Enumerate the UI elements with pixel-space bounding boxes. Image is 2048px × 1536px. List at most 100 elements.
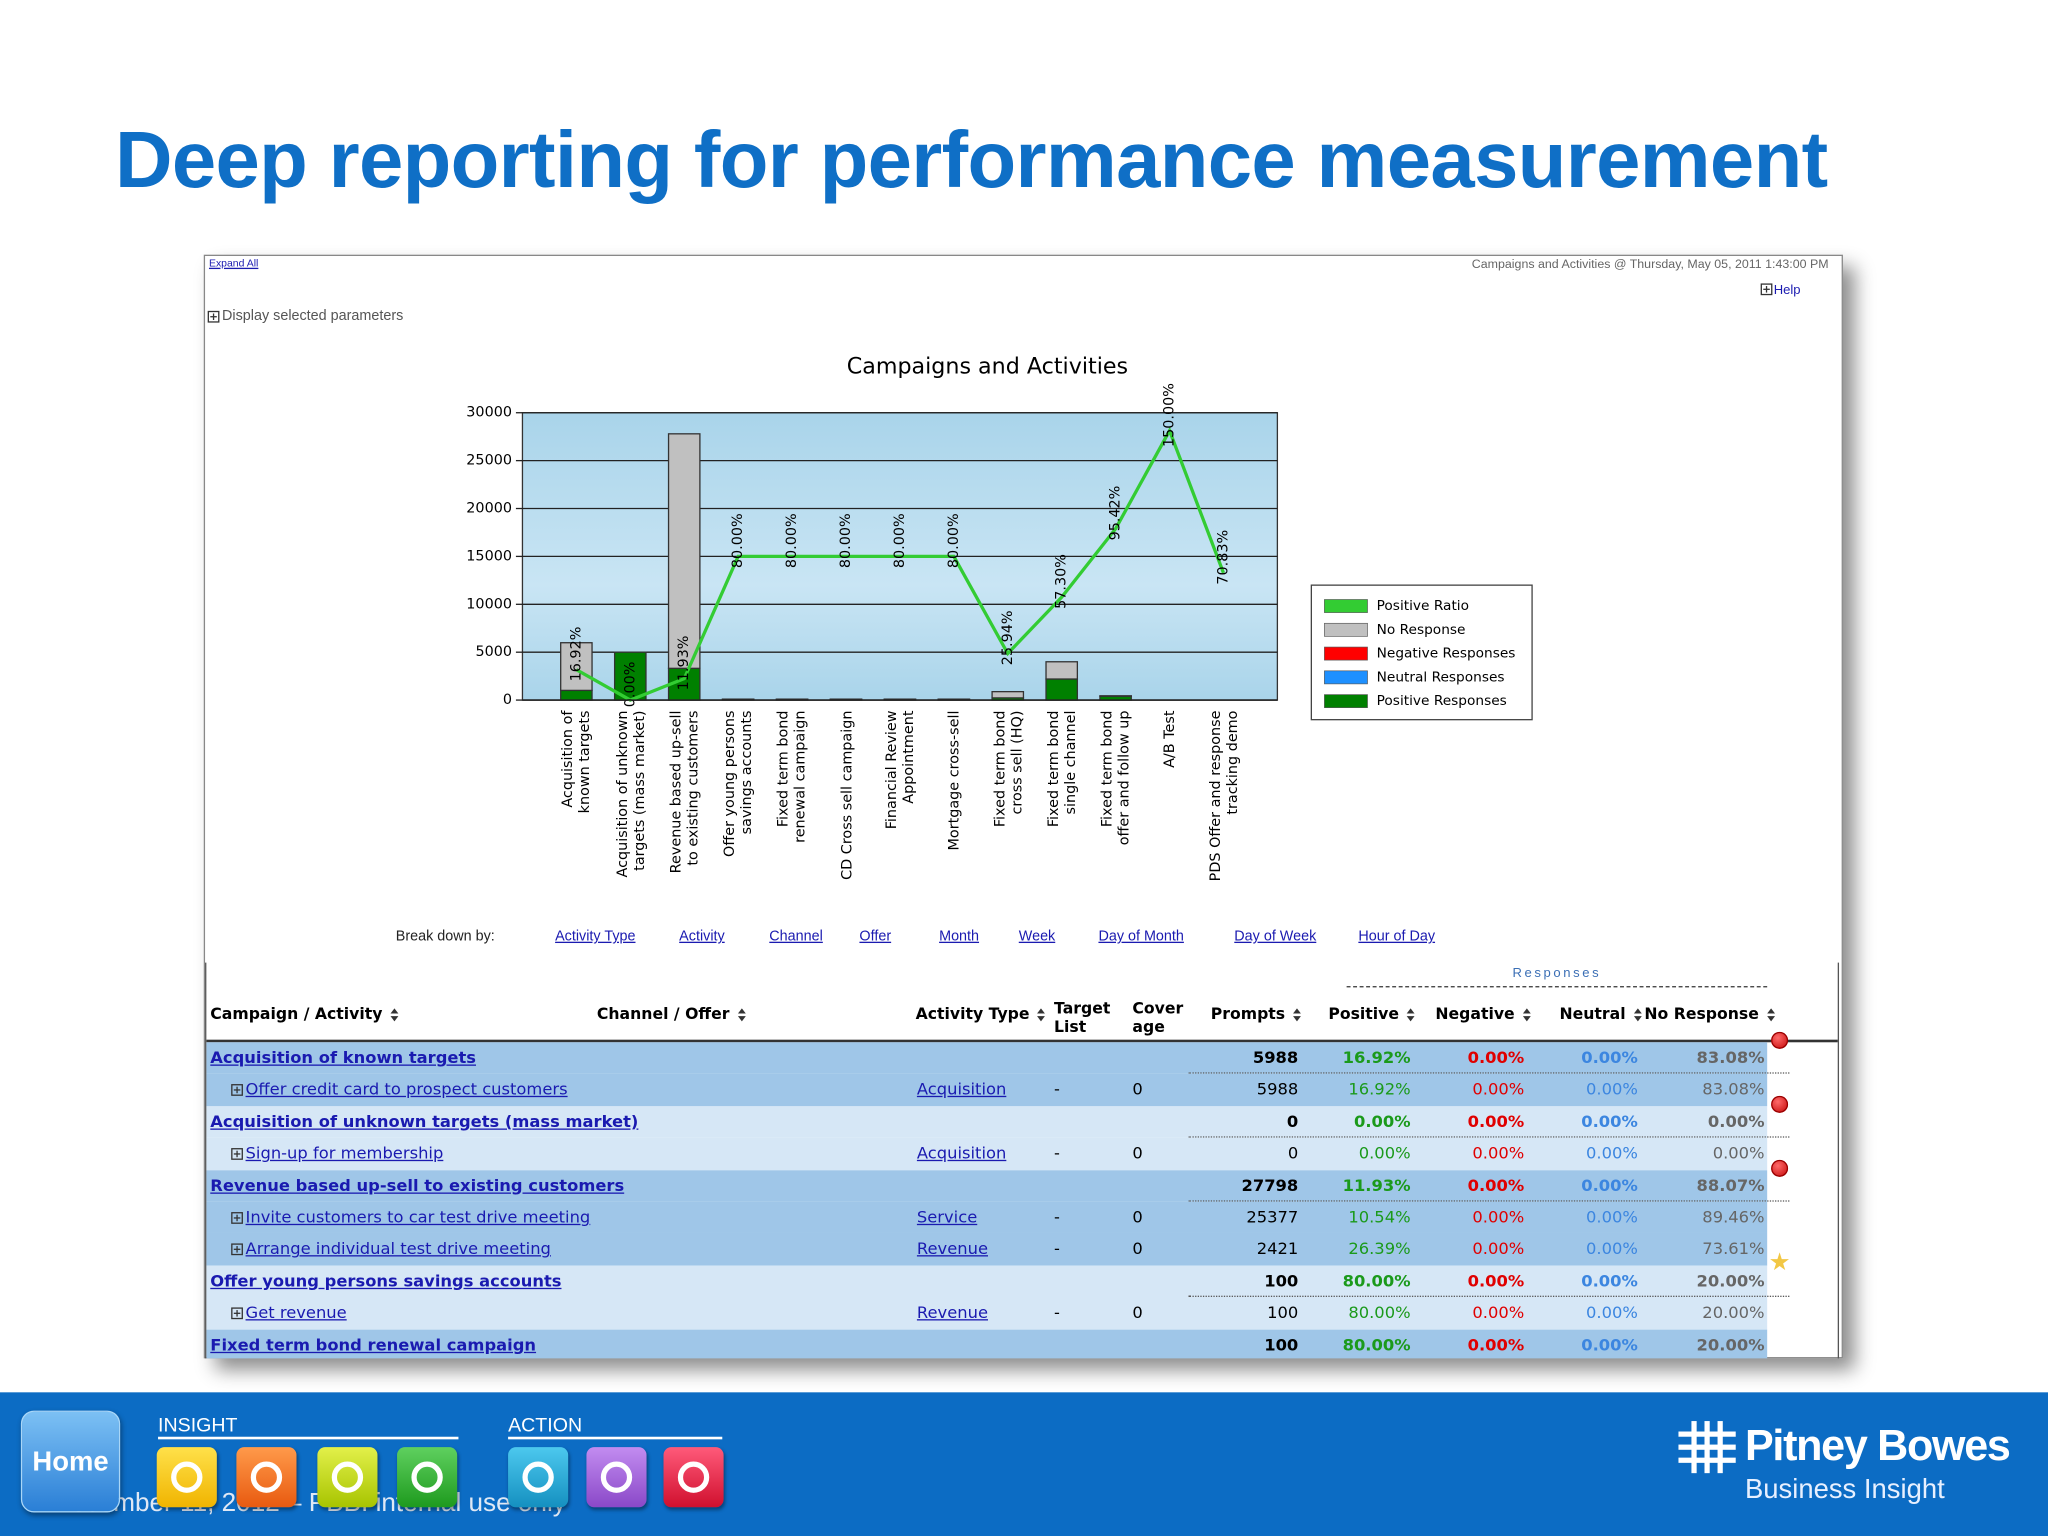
cell-no-response: 20.00% xyxy=(1702,1302,1765,1323)
column-header[interactable]: Negative xyxy=(1435,1004,1515,1023)
insight-icon[interactable] xyxy=(156,1447,217,1508)
sort-arrow[interactable] xyxy=(1766,1008,1775,1022)
activity-type-link[interactable]: Acquisition xyxy=(916,1143,1007,1163)
action-icon[interactable] xyxy=(663,1447,724,1508)
x-tick-label: Financial Review Appointment xyxy=(882,710,917,830)
campaign-link[interactable]: Acquisition of known targets xyxy=(210,1047,476,1068)
cell-target-list: - xyxy=(1054,1206,1060,1227)
campaign-link[interactable]: Acquisition of unknown targets (mass mar… xyxy=(210,1111,639,1131)
row-expander[interactable] xyxy=(231,1148,243,1161)
x-tick-label: Fixed term bond cross sell (HQ) xyxy=(990,710,1025,828)
cell-no-response: 0.00% xyxy=(1707,1111,1765,1131)
home-button[interactable]: Home xyxy=(20,1410,121,1513)
breakdown-link[interactable]: Day of Month xyxy=(1098,928,1184,945)
data-label: 80.00% xyxy=(784,513,800,568)
data-label: 80.00% xyxy=(946,513,962,568)
activity-link[interactable]: Offer credit card to prospect customers xyxy=(245,1079,568,1099)
sort-arrow[interactable] xyxy=(1406,1008,1415,1022)
table-row: Fixed term bond renewal campaign 100 80.00… xyxy=(206,1329,1768,1359)
cell-prompts: 25377 xyxy=(1246,1206,1299,1227)
insight-icon[interactable] xyxy=(397,1447,458,1508)
data-label: 95.42% xyxy=(1108,486,1124,541)
action-icon[interactable] xyxy=(586,1447,647,1508)
help-link[interactable]: Help xyxy=(1773,283,1801,298)
sort-arrow[interactable] xyxy=(737,1008,746,1022)
activity-type-link[interactable]: Revenue xyxy=(916,1302,988,1323)
activity-type-link[interactable]: Service xyxy=(916,1206,978,1227)
parameters-expander[interactable] xyxy=(207,310,220,323)
data-label: 11.93% xyxy=(676,636,692,691)
legend-label: Negative Responses xyxy=(1377,646,1516,662)
breakdown-link[interactable]: Activity xyxy=(679,928,725,945)
action-icon[interactable] xyxy=(508,1447,569,1508)
cell-negative: 0.00% xyxy=(1467,1174,1525,1195)
insight-icon[interactable] xyxy=(317,1447,378,1508)
activity-link[interactable]: Sign-up for membership xyxy=(245,1143,444,1163)
x-tick-label: CD Cross sell campaign xyxy=(837,710,855,880)
table-row: Acquisition of unknown targets (mass mar… xyxy=(206,1106,1768,1138)
column-header[interactable]: Channel / Offer xyxy=(596,1004,730,1023)
cell-prompts: 100 xyxy=(1267,1302,1299,1323)
row-expander[interactable] xyxy=(231,1307,243,1320)
cell-negative: 0.00% xyxy=(1472,1143,1525,1163)
cell-no-response: 0.00% xyxy=(1712,1143,1765,1163)
column-header[interactable]: Activity Type xyxy=(915,1004,1030,1023)
line xyxy=(575,426,1225,702)
breakdown-link[interactable]: Week xyxy=(1018,928,1056,945)
breakdown-link[interactable]: Hour of Day xyxy=(1358,928,1436,945)
data-label: 150.00% xyxy=(1162,383,1178,447)
breakdown-link[interactable]: Day of Week xyxy=(1234,928,1317,945)
activity-type-link[interactable]: Revenue xyxy=(916,1238,988,1259)
sort-arrow[interactable] xyxy=(1522,1008,1531,1022)
breakdown-link[interactable]: Activity Type xyxy=(555,928,636,945)
cell-prompts: 5988 xyxy=(1252,1047,1299,1068)
legend-label: No Response xyxy=(1377,622,1466,638)
column-header[interactable]: No Response xyxy=(1644,1004,1759,1023)
help-expander[interactable] xyxy=(1760,283,1773,296)
column-header[interactable]: Prompts xyxy=(1210,1004,1286,1023)
activity-link[interactable]: Arrange individual test drive meeting xyxy=(245,1238,551,1259)
sort-arrow[interactable] xyxy=(1037,1008,1046,1022)
table-row: Sign-up for membership Acquisition - 0 0 0.00… xyxy=(206,1137,1768,1170)
campaign-link[interactable]: Offer young persons savings accounts xyxy=(210,1270,562,1291)
cell-neutral: 0.00% xyxy=(1585,1302,1638,1323)
cell-no-response: 83.08% xyxy=(1702,1079,1765,1099)
sort-arrow[interactable] xyxy=(390,1008,399,1022)
x-tick-label: Offer young persons savings accounts xyxy=(721,710,756,857)
row-expander[interactable] xyxy=(231,1243,243,1256)
cell-no-response: 20.00% xyxy=(1696,1270,1765,1291)
cell-no-response: 88.07% xyxy=(1696,1174,1765,1195)
column-header: Target List xyxy=(1054,999,1111,1036)
expand-all[interactable]: Expand All xyxy=(208,257,259,270)
cell-negative: 0.00% xyxy=(1467,1334,1525,1354)
alert-icon xyxy=(1771,1159,1789,1177)
breakdown-link[interactable]: Channel xyxy=(769,928,823,945)
cell-positive: 26.39% xyxy=(1348,1238,1411,1259)
cell-positive: 0.00% xyxy=(1353,1111,1411,1131)
bar xyxy=(560,642,593,692)
insight-icon[interactable] xyxy=(236,1447,297,1508)
activity-type-link[interactable]: Acquisition xyxy=(916,1079,1007,1099)
activity-link[interactable]: Get revenue xyxy=(245,1302,347,1323)
breakdown-link[interactable]: Month xyxy=(939,928,980,945)
cell-prompts: 100 xyxy=(1264,1334,1299,1354)
cell-negative: 0.00% xyxy=(1472,1238,1525,1259)
column-header[interactable]: Positive xyxy=(1328,1004,1399,1023)
sort-arrow[interactable] xyxy=(1633,1008,1642,1022)
row-expander[interactable] xyxy=(231,1084,243,1097)
breakdown-link[interactable]: Offer xyxy=(859,928,892,945)
activity-link[interactable]: Invite customers to car test drive meeti… xyxy=(245,1206,591,1227)
column-header[interactable]: Campaign / Activity xyxy=(210,1004,383,1023)
bar xyxy=(667,433,701,669)
campaign-link[interactable]: Revenue based up-sell to existing custom… xyxy=(210,1174,625,1195)
cell-positive: 80.00% xyxy=(1348,1302,1411,1323)
column-header[interactable]: Neutral xyxy=(1559,1004,1626,1023)
data-label: 70.83% xyxy=(1215,530,1231,585)
y-tick-label: 30000 xyxy=(466,405,512,421)
parameters-toggle[interactable]: Display selected parameters xyxy=(222,308,404,324)
row-expander[interactable] xyxy=(231,1212,243,1224)
cell-prompts: 100 xyxy=(1264,1270,1299,1291)
campaign-link[interactable]: Fixed term bond renewal campaign xyxy=(210,1334,537,1354)
sort-arrow[interactable] xyxy=(1292,1008,1301,1022)
table-row: Offer young persons savings accounts 100 8… xyxy=(206,1265,1768,1298)
